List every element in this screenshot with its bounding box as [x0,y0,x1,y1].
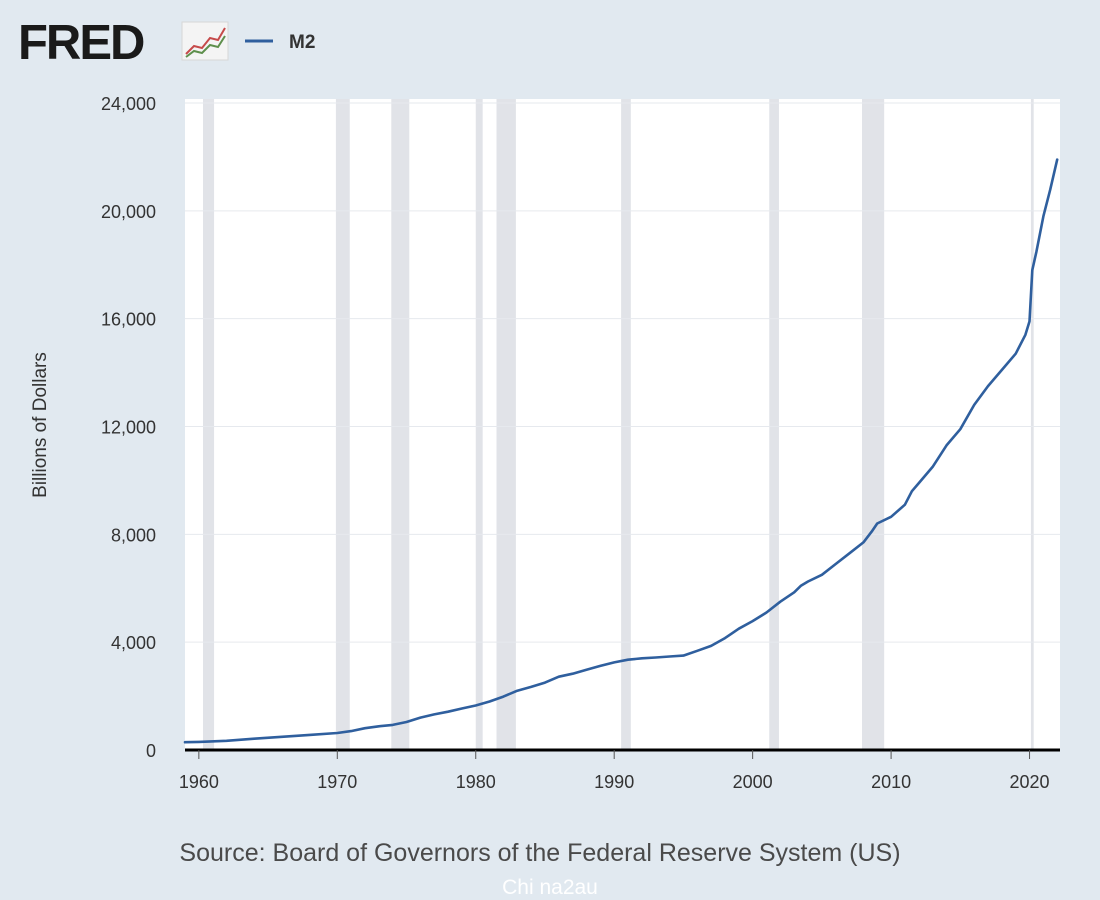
y-tick-label: 4,000 [111,633,156,653]
x-tick-label: 2010 [871,772,911,792]
gridlines [185,102,1060,643]
recession-bands [202,99,1034,750]
header: FRED M2 [18,16,315,70]
recession-band [335,99,350,750]
y-tick-label: 0 [146,741,156,761]
y-axis-label: Billions of Dollars [30,352,51,498]
recession-band [621,99,631,750]
y-tick-label: 24,000 [101,94,156,114]
x-tick-label: 2000 [733,772,773,792]
fred-logo-text: FRED [18,16,144,70]
y-axis-ticks: 0 4,000 8,000 12,000 16,000 20,000 24,000 [101,94,156,761]
series-layer [183,158,1059,744]
y-tick-label: 20,000 [101,202,156,222]
x-tick-label: 1970 [317,772,357,792]
series-line-m2 [183,158,1059,744]
recession-band [496,99,516,750]
recession-band [769,99,779,750]
y-tick-label: 16,000 [101,310,156,330]
x-tick-label: 1980 [456,772,496,792]
x-axis-ticks: 1960 1970 1980 1990 2000 2010 2020 [179,750,1050,792]
x-tick-label: 1960 [179,772,219,792]
recession-band [202,99,215,750]
legend-label-m2: M2 [289,32,315,53]
x-tick-label: 1990 [594,772,634,792]
recession-band [475,99,483,750]
recession-band [1030,99,1034,750]
y-tick-label: 12,000 [101,418,156,438]
watermark-text: Chi na2au [502,876,598,899]
recession-band [862,99,885,750]
legend[interactable]: M2 [245,32,315,53]
fred-logo-chart-icon [181,21,229,61]
source-text: Source: Board of Governors of the Federa… [179,839,900,867]
y-tick-label: 8,000 [111,525,156,545]
x-tick-label: 2020 [1010,772,1050,792]
recession-band [391,99,410,750]
